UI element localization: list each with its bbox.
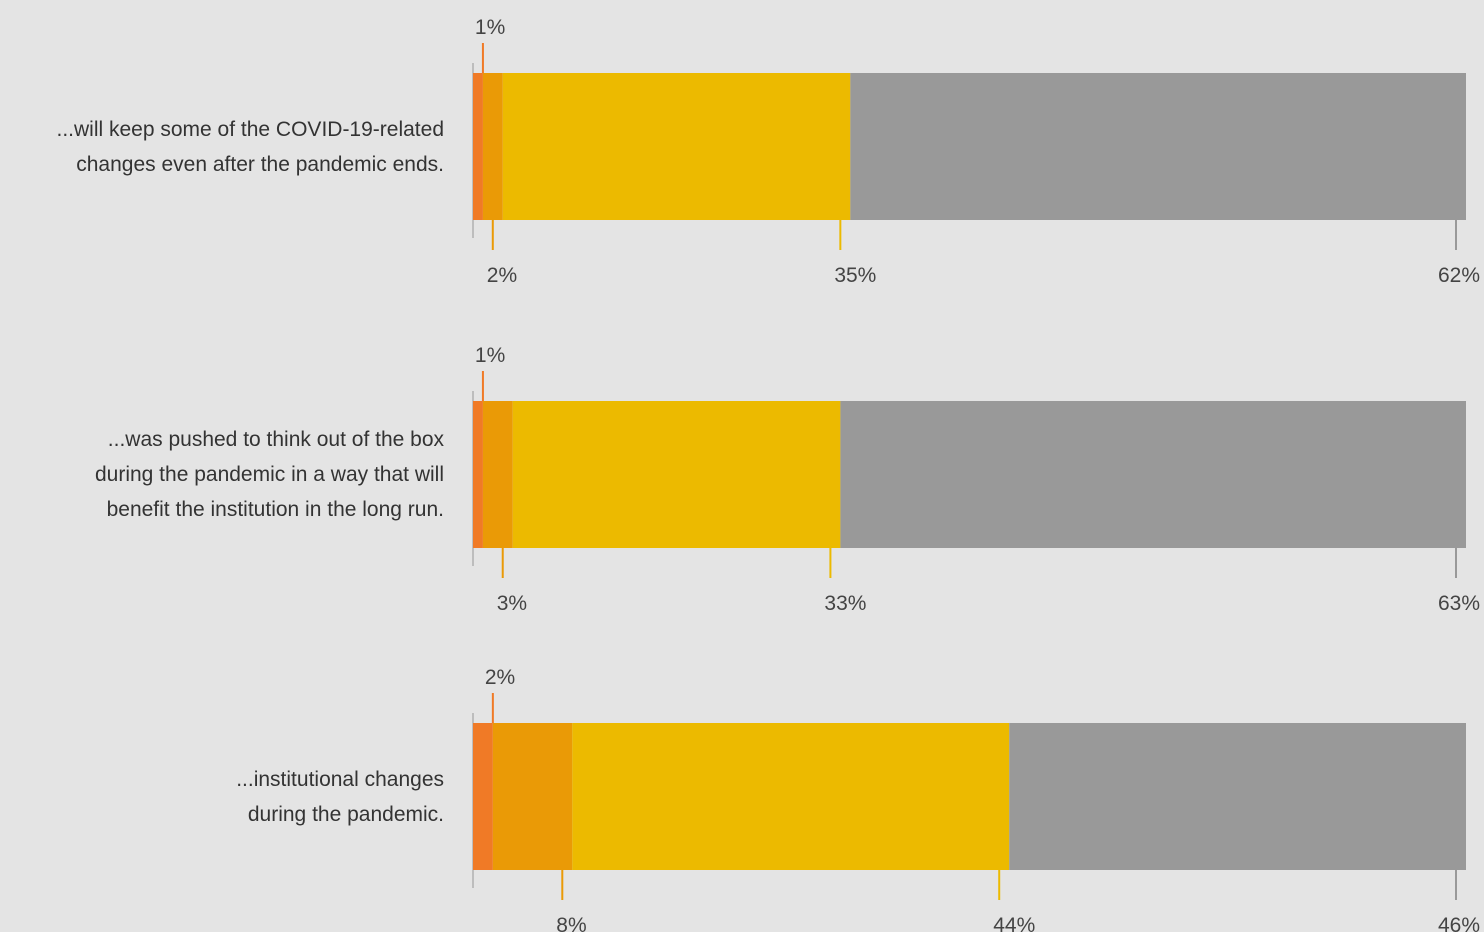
data-label: 46% [1438, 914, 1480, 932]
data-label: 63% [1438, 592, 1480, 615]
category-label-line: during the pandemic in a way that will [94, 463, 444, 486]
category-label: ...will keep some of the COVID-19-relate… [0, 112, 445, 182]
category-label: ...institutional changes during the pande… [0, 762, 444, 832]
bar-segment [840, 401, 1466, 548]
category-label-line: ...will keep some of the COVID-19-relate… [56, 117, 445, 141]
bar-segment [1009, 723, 1466, 870]
data-label: 35% [834, 264, 876, 287]
bar-segment [502, 73, 851, 220]
bar-segment [473, 401, 483, 548]
data-label: 2% [487, 264, 517, 287]
data-label: 8% [556, 914, 586, 932]
data-label: 44% [993, 914, 1035, 932]
data-label: 62% [1438, 264, 1480, 287]
data-label: 1% [475, 344, 505, 367]
bar-segment [492, 723, 573, 870]
bar-segment [473, 73, 483, 220]
bar-segment [512, 401, 841, 548]
category-label-line: benefit the institution in the long run. [106, 498, 444, 521]
data-label: 2% [485, 666, 515, 689]
bar-segment [482, 73, 503, 220]
category-label-line: ...institutional changes [236, 767, 444, 791]
category-label-line: ...was pushed to think out of the box [107, 428, 444, 451]
bar-segment [850, 73, 1466, 220]
bar-segment [572, 723, 1010, 870]
data-label: 1% [475, 16, 505, 39]
category-label: ...was pushed to think out of the box dur… [0, 422, 444, 527]
bar-segment [473, 723, 493, 870]
category-label-line: changes even after the pandemic ends. [76, 152, 444, 176]
data-label: 33% [824, 592, 866, 615]
category-label-line: during the pandemic. [247, 802, 444, 826]
bar-segment [482, 401, 513, 548]
data-label: 3% [497, 592, 527, 615]
